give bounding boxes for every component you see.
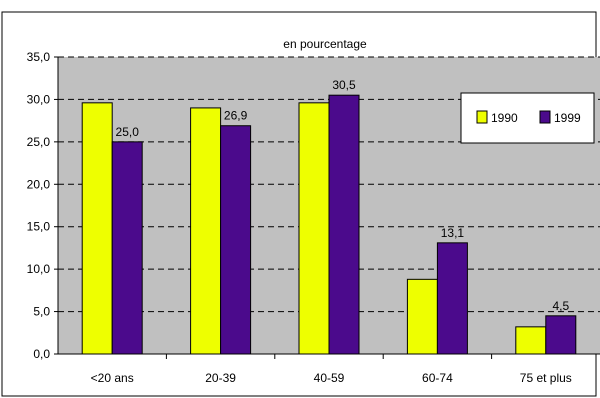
- x-axis-ticks: <20 ans 20-39 40-59 60-74 75 et plus: [91, 354, 572, 385]
- bar-labels: 25,0 26,9 30,5 13,1 4,5: [116, 78, 570, 313]
- bar-1999-3: [436, 242, 468, 355]
- x-tick-label: <20 ans: [91, 371, 134, 385]
- legend: 1990 1999: [460, 92, 595, 144]
- x-tick-label: 75 et plus: [520, 371, 572, 385]
- x-tick-label: 20-39: [205, 371, 236, 385]
- y-tick-label: 5,0: [33, 305, 50, 319]
- y-tick-label: 10,0: [27, 262, 51, 276]
- legend-label-1999: 1999: [554, 111, 581, 125]
- bar-1999-4: [545, 315, 577, 355]
- bar-1990-0: [81, 102, 113, 355]
- bar-1990-3: [406, 278, 438, 355]
- y-tick-label: 0,0: [33, 347, 50, 361]
- bar-1990-1: [190, 107, 222, 355]
- data-label: 30,5: [332, 78, 356, 92]
- chart-title: en pourcentage: [283, 37, 367, 51]
- legend-label-1990: 1990: [491, 111, 518, 125]
- y-tick-label: 15,0: [27, 220, 51, 234]
- y-axis-ticks: 0,0 5,0 10,0 15,0 20,0 25,0 30,0 35,0: [27, 50, 58, 361]
- x-tick-label: 60-74: [422, 371, 453, 385]
- data-label: 25,0: [116, 125, 140, 139]
- x-tick-label: 40-59: [314, 371, 345, 385]
- bar-1999-2: [328, 94, 360, 355]
- y-tick-label: 35,0: [27, 50, 51, 64]
- data-label: 26,9: [224, 109, 248, 123]
- data-label: 4,5: [552, 299, 569, 313]
- y-tick-label: 30,0: [27, 92, 51, 106]
- legend-swatch-1999: [539, 110, 551, 124]
- y-tick-label: 20,0: [27, 177, 51, 191]
- legend-swatch-1990: [476, 110, 488, 124]
- bar-1999-0: [111, 141, 143, 355]
- data-label: 13,1: [441, 226, 465, 240]
- bar-1990-2: [298, 102, 330, 355]
- bar-1999-1: [220, 125, 252, 355]
- bar-1990-4: [515, 326, 547, 355]
- y-tick-label: 25,0: [27, 135, 51, 149]
